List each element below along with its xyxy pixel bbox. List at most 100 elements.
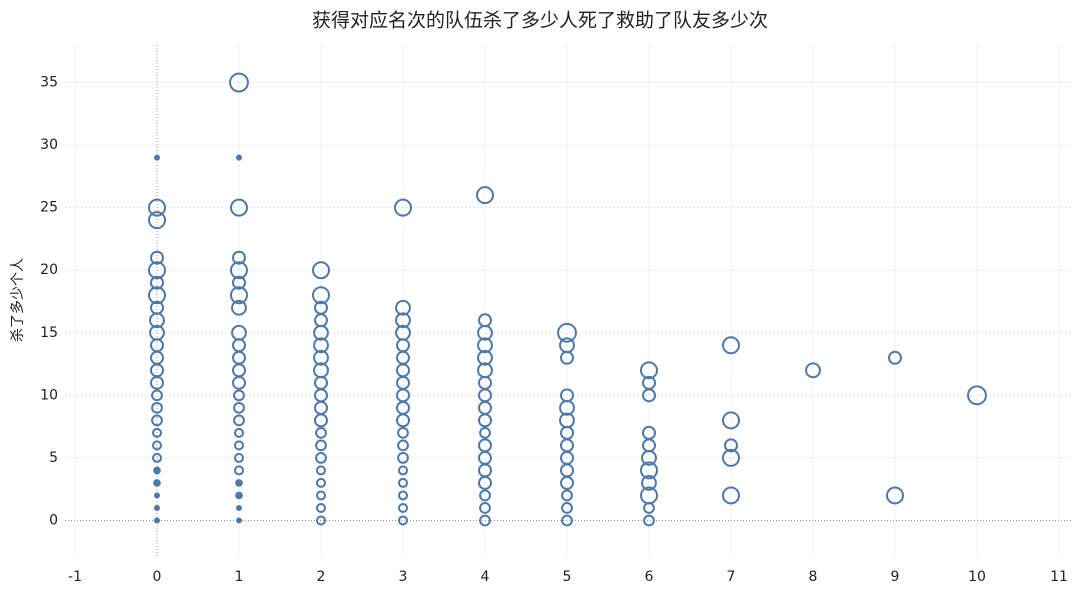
bubble [232,275,246,290]
x-tick-label: 0 [153,569,162,585]
bubble [478,413,492,428]
bubble [967,385,987,406]
bubble [560,475,574,490]
bubble [232,250,246,265]
x-tick-label: 3 [399,569,408,585]
bubble [154,492,160,499]
bubble [642,388,656,403]
bubble [154,517,160,524]
x-tick-label: 10 [968,569,986,585]
bubble [313,337,329,354]
bubble [236,517,242,524]
bubble [478,400,492,415]
y-tick-label: 30 [40,137,58,153]
chart-title: 获得对应名次的队伍杀了多少人死了救助了队友多少次 [312,10,768,32]
bubble [561,489,573,502]
x-tick-label: 2 [317,569,326,585]
x-tick-label: 1 [235,569,244,585]
bubble [397,426,409,439]
bubble [231,299,247,316]
bubble [315,426,327,439]
bubble [479,514,491,527]
bubble [154,154,160,161]
bubble [233,414,245,427]
bubble [643,514,655,527]
bubble [313,324,329,341]
bubble [479,502,491,514]
y-tick-label: 20 [40,262,58,278]
bubble [478,313,492,328]
bubble [398,515,408,526]
y-axis-label: 杀了多少个人 [9,258,26,342]
bubble [315,452,327,464]
bubble [151,401,163,414]
bubble [396,400,410,415]
bubble [232,375,246,390]
bubble [557,322,577,343]
bubble [478,475,492,490]
bubble [152,440,162,451]
x-tick-label: -1 [68,569,82,585]
bubble [886,486,904,505]
bubble [314,313,328,328]
bubble [398,502,408,513]
bubble [150,375,164,390]
bubble [229,72,249,93]
bubble [476,186,494,205]
bubble [722,411,740,430]
bubble [560,350,574,365]
bubble [888,350,902,365]
bubble [640,461,658,480]
bubble [148,286,166,305]
bubble [314,413,328,428]
bubble [236,154,242,161]
bubble [316,502,326,513]
bubble [477,324,493,341]
bubble [477,337,493,354]
bubble [236,504,242,511]
bubble [153,466,161,475]
bubble [152,452,162,463]
x-tick-label: 11 [1050,569,1068,585]
bubble [154,504,160,511]
bubble [315,439,327,452]
bubble [150,275,164,290]
bubble [234,465,244,476]
y-tick-label: 10 [40,387,58,403]
bubble [233,389,245,402]
bubble [148,261,166,280]
bubble [148,211,166,230]
x-tick-label: 9 [891,569,900,585]
y-tick-label: 25 [40,200,58,216]
bubble [148,198,166,217]
x-tick-label: 5 [563,569,572,585]
bubble [151,389,163,402]
bubble [641,474,657,491]
bubble [805,362,821,379]
bubble [314,400,328,415]
y-tick-label: 5 [49,450,58,466]
bubble [235,491,243,500]
bubble [398,465,408,476]
bubble [561,502,573,514]
bubble [316,465,326,476]
bubble [150,250,164,265]
bubble [561,514,573,527]
x-tick-label: 6 [645,569,654,585]
bubble [152,427,162,438]
bubble [235,479,243,487]
bubble [312,261,330,280]
bubble [394,198,412,217]
bubble [398,490,408,501]
bubble [479,426,491,439]
bubble [724,438,738,453]
bubble [722,336,740,355]
bubble [151,414,163,427]
bubble [559,399,575,416]
bubble [643,502,655,514]
bubble [397,439,409,452]
bubble [230,286,248,305]
bubble [479,489,491,502]
bubble [313,349,329,366]
